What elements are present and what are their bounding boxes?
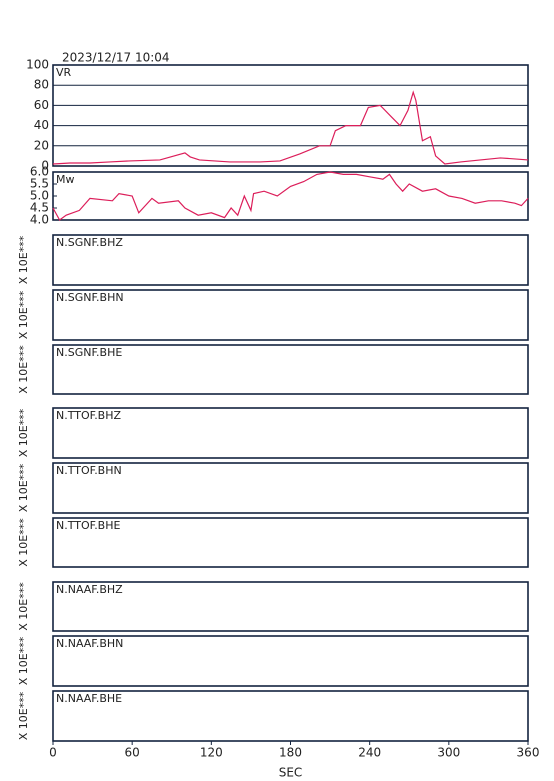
panel-frame <box>52 344 529 395</box>
y-tick-label: 20 <box>34 138 49 152</box>
panel-title: N.TTOF.BHN <box>56 464 122 477</box>
x-tick-label: 240 <box>358 746 381 760</box>
panel-title: N.NAAF.BHE <box>56 692 122 705</box>
panel-title: VR <box>56 66 72 79</box>
panel-frame <box>52 581 529 632</box>
x-tick-label: 300 <box>437 746 460 760</box>
y-tick-label: 4.5 <box>30 201 49 215</box>
y-axis-label: X 10E*** <box>17 636 30 685</box>
panel-frame <box>52 690 529 742</box>
panel-frame <box>52 635 529 687</box>
panel-frame <box>52 234 529 286</box>
panel-title: N.SGNF.BHE <box>56 346 122 359</box>
y-axis-label: X 10E*** <box>17 345 30 394</box>
x-tick-label: 0 <box>49 746 57 760</box>
panel-title: N.SGNF.BHN <box>56 291 124 304</box>
y-axis-label: X 10E*** <box>17 408 30 457</box>
x-tick-label: 180 <box>279 746 302 760</box>
y-axis-label: X 10E*** <box>17 235 30 284</box>
panel-title: N.NAAF.BHN <box>56 637 123 650</box>
y-tick-label: 0 <box>41 159 49 173</box>
panel-title: N.TTOF.BHZ <box>56 409 122 422</box>
panel-frame <box>52 289 529 341</box>
y-axis-label: X 10E*** <box>17 518 30 567</box>
y-tick-label: 5.5 <box>30 177 49 191</box>
panel-frame <box>52 462 529 514</box>
y-tick-label: 60 <box>34 98 49 112</box>
panel-frame <box>52 171 529 221</box>
y-axis-label: X 10E*** <box>17 463 30 512</box>
panel-title: N.NAAF.BHZ <box>56 583 123 596</box>
y-tick-label: 5.0 <box>30 189 49 203</box>
y-axis-label: X 10E*** <box>17 691 30 740</box>
y-tick-label: 80 <box>34 78 49 92</box>
panel-title: N.TTOF.BHE <box>56 519 121 532</box>
x-tick-label: 120 <box>200 746 223 760</box>
panel-frame <box>52 64 529 167</box>
timestamp: 2023/12/17 10:04 <box>62 51 170 65</box>
x-tick-label: 360 <box>517 746 540 760</box>
panel-title: N.SGNF.BHZ <box>56 236 123 249</box>
y-axis-label: X 10E*** <box>17 582 30 631</box>
y-axis-label: X 10E*** <box>17 290 30 339</box>
y-tick-label: 4.0 <box>30 213 49 227</box>
series-line <box>52 171 529 221</box>
y-tick-label: 6.0 <box>30 165 49 179</box>
panel-frame <box>52 407 529 459</box>
x-axis-label: SEC <box>279 766 303 780</box>
x-tick-label: 60 <box>125 746 140 760</box>
series-line <box>52 90 529 165</box>
panel-title: Mw <box>56 173 75 186</box>
y-tick-label: 40 <box>34 118 49 132</box>
y-tick-label: 100 <box>26 58 49 72</box>
panel-frame <box>52 517 529 568</box>
